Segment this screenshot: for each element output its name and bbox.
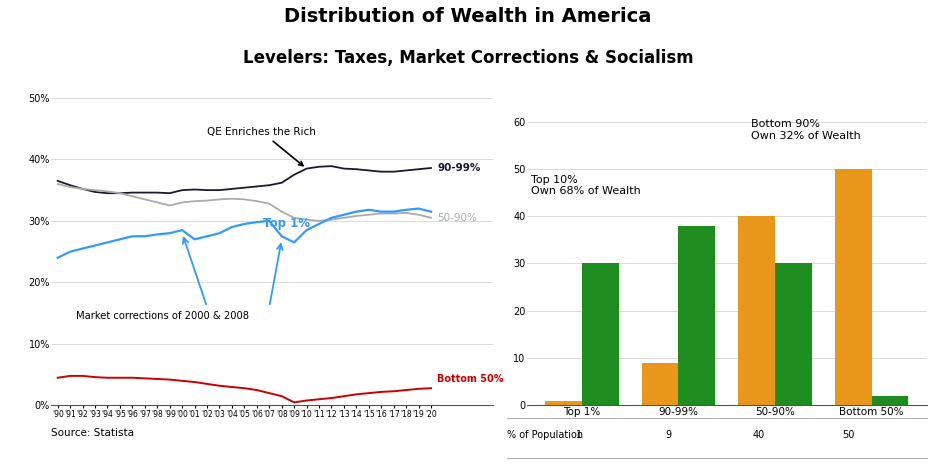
Text: 40: 40 bbox=[753, 430, 765, 440]
Bar bbox=[739, 216, 775, 405]
Bar bbox=[835, 169, 871, 405]
Text: 50: 50 bbox=[842, 430, 855, 440]
Text: Top 1%: Top 1% bbox=[263, 218, 310, 231]
Text: Distribution of Wealth in America: Distribution of Wealth in America bbox=[285, 7, 651, 26]
Text: % of Population: % of Population bbox=[507, 430, 583, 440]
Text: QE Enriches the Rich: QE Enriches the Rich bbox=[207, 127, 316, 165]
Text: 50-90%: 50-90% bbox=[437, 213, 477, 223]
Text: Bottom 90%
Own 32% of Wealth: Bottom 90% Own 32% of Wealth bbox=[751, 119, 860, 141]
Bar bbox=[871, 396, 909, 405]
Bar bbox=[775, 263, 812, 405]
Bar bbox=[545, 401, 582, 405]
Text: Source: Statista: Source: Statista bbox=[51, 428, 135, 438]
Text: 90-99%: 90-99% bbox=[437, 163, 481, 173]
Bar bbox=[642, 363, 679, 405]
Text: 1: 1 bbox=[576, 430, 582, 440]
Text: 9: 9 bbox=[665, 430, 672, 440]
Bar bbox=[679, 226, 715, 405]
Text: Bottom 50%: Bottom 50% bbox=[437, 374, 504, 384]
Bar bbox=[582, 263, 619, 405]
Text: Market corrections of 2000 & 2008: Market corrections of 2000 & 2008 bbox=[77, 311, 249, 321]
Text: Top 10%
Own 68% of Wealth: Top 10% Own 68% of Wealth bbox=[531, 175, 640, 196]
Text: Levelers: Taxes, Market Corrections & Socialism: Levelers: Taxes, Market Corrections & So… bbox=[242, 49, 694, 67]
